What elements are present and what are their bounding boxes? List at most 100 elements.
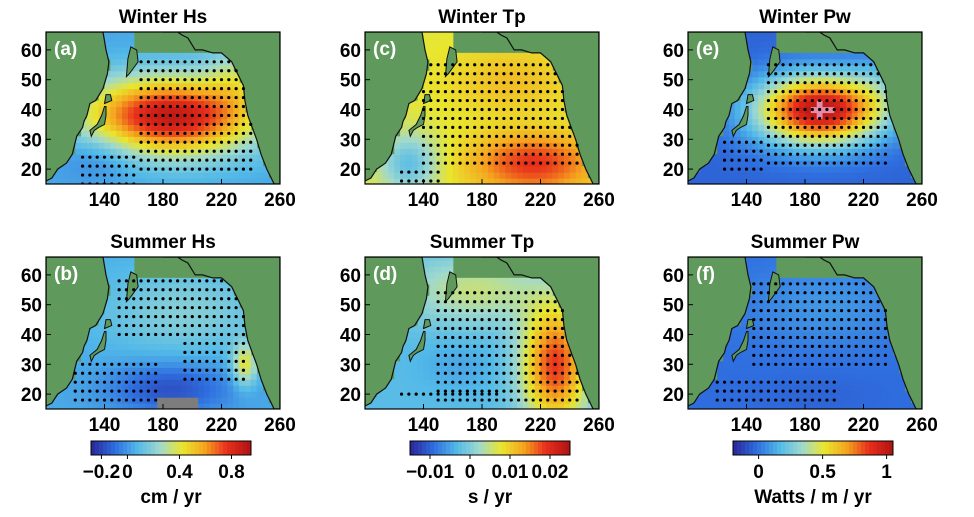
field-cell [793, 118, 800, 125]
significance-dot [538, 398, 543, 402]
field-cell [810, 403, 818, 409]
significance-dot [524, 389, 528, 393]
field-cell [834, 367, 841, 374]
field-cell [157, 379, 164, 386]
significance-dot [825, 116, 829, 121]
significance-dot [854, 98, 858, 103]
field-cell [728, 160, 736, 167]
colorbar-d: −0.01 0 0.01 0.02s / yr [406, 440, 571, 508]
significance-dot [421, 116, 426, 121]
significance-dot [487, 317, 491, 322]
field-cell [787, 58, 794, 66]
field-cell [104, 112, 111, 120]
field-cell [81, 367, 88, 374]
field-cell [250, 148, 258, 155]
field-cell [429, 178, 436, 184]
significance-dot [752, 167, 756, 171]
field-cell [892, 154, 900, 161]
field-cell [822, 94, 829, 102]
significance-dot [465, 362, 469, 366]
significance-dot [722, 149, 727, 153]
field-cell [857, 52, 865, 60]
field-cell [127, 154, 135, 161]
field-cell [133, 289, 141, 297]
field-cell [221, 94, 228, 102]
field-cell [376, 172, 384, 179]
field-cell [816, 172, 824, 179]
field-cell [429, 319, 436, 327]
field-cell [174, 142, 182, 149]
field-cell [552, 313, 559, 321]
field-cell [528, 349, 536, 356]
field-cell [417, 361, 425, 368]
field-cell [499, 331, 506, 339]
field-cell [511, 361, 518, 368]
field-cell [482, 301, 489, 309]
field-cell [139, 172, 147, 179]
field-cell [168, 178, 176, 184]
field-cell [198, 379, 205, 386]
significance-dot [847, 90, 851, 94]
field-cell [192, 307, 199, 315]
significance-dot [436, 344, 440, 349]
field-cell [476, 277, 483, 285]
significance-dot [436, 72, 440, 76]
field-cell [528, 373, 536, 380]
field-cell [221, 283, 228, 291]
field-cell [511, 379, 518, 386]
field-cell [728, 136, 736, 143]
field-cell [145, 403, 152, 409]
significance-dot [227, 167, 231, 171]
colorbar-segment [482, 441, 487, 455]
significance-dot [774, 134, 778, 138]
field-cell [98, 142, 106, 149]
field-cell [458, 178, 466, 184]
field-cell [233, 106, 240, 114]
significance-dot [197, 69, 202, 73]
field-cell [441, 166, 448, 173]
significance-dot [861, 98, 866, 103]
field-cell [139, 379, 147, 386]
field-cell [881, 172, 888, 179]
significance-dot [560, 362, 565, 366]
field-cell [157, 367, 164, 374]
field-cell [546, 178, 553, 184]
field-cell [104, 343, 111, 350]
significance-dot [154, 279, 158, 283]
field-cell [163, 112, 170, 120]
field-cell [540, 403, 547, 409]
field-cell [133, 367, 141, 374]
field-cell [464, 76, 471, 84]
field-cell [816, 118, 824, 125]
field-cell [522, 337, 530, 345]
field-cell [828, 118, 835, 125]
field-cell [458, 337, 466, 345]
field-cell [423, 361, 430, 368]
significance-dot [473, 116, 477, 121]
significance-dot [480, 353, 484, 357]
america-coastline [163, 257, 280, 409]
significance-dot [205, 158, 209, 162]
significance-dot [183, 131, 187, 135]
field-cell [239, 373, 246, 380]
significance-dot [110, 173, 114, 177]
field-cell [239, 136, 246, 143]
field-cell [493, 148, 501, 155]
significance-dot [451, 317, 455, 322]
field-cell [764, 148, 771, 155]
field-cell [493, 94, 501, 102]
field-cell [133, 172, 141, 179]
colorbar-segment [434, 441, 439, 455]
field-cell [781, 136, 789, 143]
field-cell [534, 76, 542, 84]
significance-dot [568, 398, 572, 402]
significance-dot [560, 335, 565, 340]
field-cell [799, 367, 806, 374]
field-cell [781, 70, 789, 78]
field-cell [764, 32, 771, 36]
field-cell [174, 154, 182, 161]
field-cell [98, 385, 106, 392]
field-cell [857, 397, 865, 404]
field-cell [458, 172, 466, 179]
significance-dot [869, 116, 873, 121]
